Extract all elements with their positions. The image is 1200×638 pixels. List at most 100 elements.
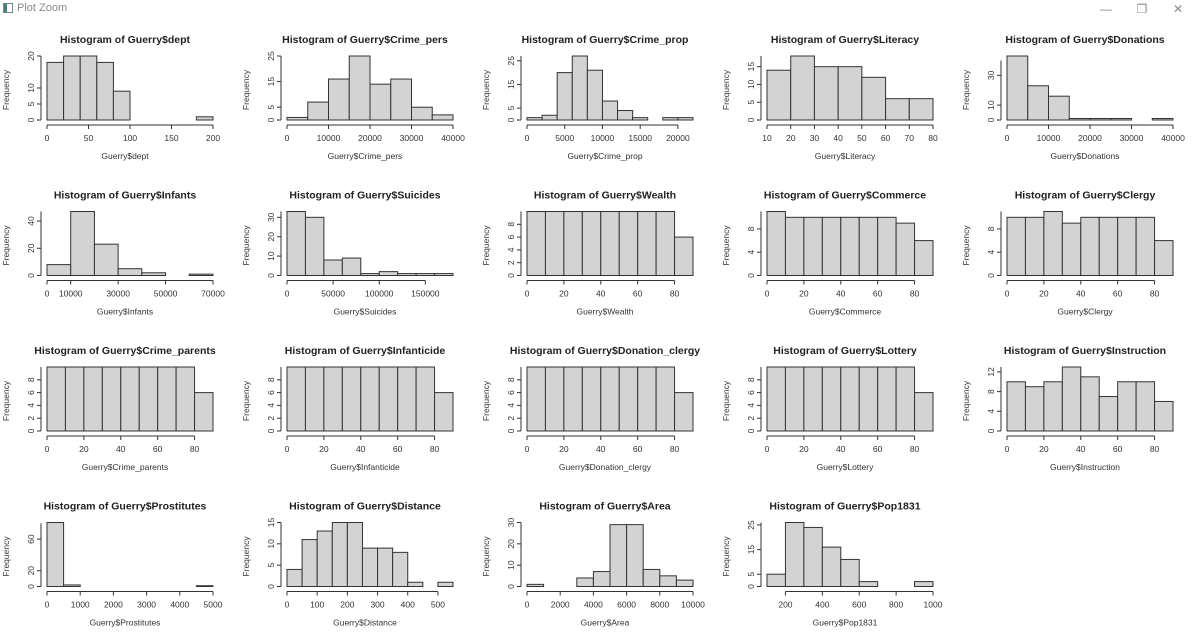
histogram-bar [885,98,910,121]
x-tick-label: 30 [810,133,820,143]
y-tick-label: 0 [26,584,36,589]
chart-title: Histogram of Guerry$Suicides [289,190,440,202]
histogram-bar [1068,118,1091,121]
x-tick-label: 0 [45,289,50,299]
y-tick-label: 8 [986,389,996,394]
histogram-panel: Histogram of Guerry$Wealth 0 20 40 60 80 0 2 4 6 8… [481,190,694,317]
histogram-bar [1027,85,1049,121]
histogram-bar [541,114,558,121]
y-axis-label: Frequency [481,380,491,421]
histogram-bar [1043,381,1063,432]
y-tick-label: 10 [266,539,276,549]
x-tick-label: 0 [765,289,770,299]
x-tick-label: 0 [45,133,50,143]
y-axis-label: Frequency [241,225,251,266]
histogram-bar [803,526,823,587]
x-tick-label: 20 [79,444,89,454]
y-tick-label: 6 [746,390,756,395]
x-tick-label: 50 [857,133,867,143]
x-axis-label: Guerry$Wealth [576,307,633,317]
x-tick-label: 10 [762,133,772,143]
y-tick-label: 6 [506,390,516,395]
y-tick-label: 5 [506,106,516,111]
y-tick-label: 0 [746,584,756,589]
y-tick-label: 0 [746,273,756,278]
chart-title: Histogram of Guerry$Lottery [773,345,917,357]
histogram-panel: Histogram of Guerry$Pop1831 200 400 600 800 1… [721,501,943,628]
histogram-bar [662,117,679,121]
histogram-bar [1117,216,1137,276]
histogram-bar [655,211,676,276]
y-tick-label: 5 [26,101,36,106]
x-tick-label: 0 [45,444,50,454]
x-tick-label: 100 [310,600,324,610]
y-tick-label: 10 [26,83,36,93]
histogram-bar [1080,376,1100,432]
histogram-bar [286,366,306,432]
histogram-bar [766,211,786,276]
x-tick-label: 20 [1039,444,1049,454]
histogram-bar [544,366,565,432]
y-tick-label: 20 [506,539,516,549]
x-tick-label: 0 [1005,133,1010,143]
histogram-panel: Histogram of Guerry$Clergy 0 20 40 60 80 0 4 8 Gu… [961,190,1174,317]
close-icon[interactable]: ✕ [1172,2,1184,16]
y-axis-label: Frequency [961,69,971,110]
x-tick-label: 50000 [321,289,345,299]
histogram-bar [861,76,887,121]
y-axis-label: Frequency [1,225,11,266]
histogram-bar [1048,95,1070,121]
histogram-bar [1024,216,1045,276]
x-axis-label: Guerry$Literacy [815,151,876,161]
minimize-icon[interactable]: — [1100,2,1112,16]
histogram-bar [1098,396,1119,432]
histogram-bar [526,211,546,276]
histogram-bar [618,211,639,276]
histogram-panel: Histogram of Guerry$Area 0 2000 4000 6000 800… [481,501,705,628]
x-tick-label: 30000 [1120,133,1144,143]
x-tick-label: 10000 [317,133,341,143]
histogram-bar [556,72,573,121]
histogram-panel: Histogram of Guerry$Commerce 0 20 40 60 80 0 4 8… [721,190,934,317]
chart-title: Histogram of Guerry$Donation_clergy [510,345,700,357]
histogram-bar [571,55,588,121]
histogram-bar [840,366,860,432]
y-tick-label: 20 [26,243,36,253]
x-tick-label: 20000 [1078,133,1102,143]
y-tick-label: 15 [266,518,276,528]
histogram-bar [1089,118,1112,121]
histogram-bar [316,530,333,587]
x-tick-label: 80 [190,444,200,454]
x-tick-label: 40000 [1161,133,1185,143]
histogram-bar [1006,55,1029,121]
x-tick-label: 40 [116,444,126,454]
y-tick-label: 0 [746,428,756,433]
histogram-bar [286,211,306,276]
x-tick-label: 80 [430,444,440,454]
x-axis-label: Guerry$Crime_prop [567,151,642,161]
histogram-bar [626,524,644,587]
y-tick-label: 15 [506,79,516,89]
chart-title: Histogram of Guerry$Crime_parents [34,345,216,357]
histogram-bar [526,583,545,588]
x-tick-label: 0 [525,133,530,143]
histogram-bar [378,366,399,432]
x-tick-label: 1000 [924,600,943,610]
y-tick-label: 30 [266,212,276,222]
y-axis-label: Frequency [721,225,731,266]
histogram-bar [895,366,916,432]
y-tick-label: 0 [266,117,276,122]
y-tick-label: 30 [506,518,516,528]
y-tick-label: 12 [986,367,996,377]
x-tick-label: 10000 [1037,133,1061,143]
chart-title: Histogram of Guerry$Pop1831 [769,501,920,513]
y-tick-label: 20 [26,566,36,576]
histogram-bar [1117,381,1137,432]
histogram-bar [655,366,676,432]
restore-icon[interactable]: ❐ [1136,2,1148,16]
x-tick-label: 400 [815,600,829,610]
y-tick-label: 20 [266,232,276,242]
histogram-bar [361,547,379,587]
x-tick-label: 200 [778,600,792,610]
